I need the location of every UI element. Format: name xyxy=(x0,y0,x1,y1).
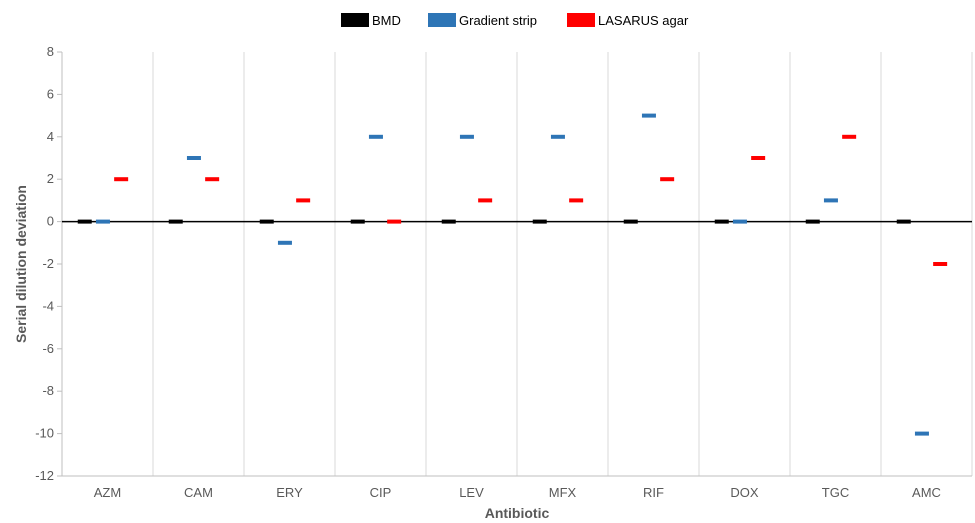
y-axis: -12 -10 -8 -6 -4 -2 0 2 4 6 8 xyxy=(35,44,63,483)
point-lasarus-agar-tgc xyxy=(842,134,857,139)
y-tick-label: 2 xyxy=(47,171,54,186)
x-tick-label: CIP xyxy=(370,485,392,500)
point-gradient-strip-ery xyxy=(277,240,292,245)
point-gradient-strip-dox xyxy=(732,219,747,224)
y-tick-label: 6 xyxy=(47,86,54,101)
point-gradient-strip-cip xyxy=(368,134,383,139)
x-axis-title: Antibiotic xyxy=(485,505,550,521)
y-tick-label: 0 xyxy=(47,214,54,229)
point-lasarus-agar-ery xyxy=(296,198,311,203)
legend-label: Gradient strip xyxy=(459,13,537,28)
legend: BMD Gradient strip LASARUS agar xyxy=(341,13,689,28)
point-bmd-ery xyxy=(259,219,274,224)
point-gradient-strip-tgc xyxy=(823,198,838,203)
legend-label: LASARUS agar xyxy=(598,13,689,28)
point-gradient-strip-mfx xyxy=(550,134,565,139)
point-bmd-tgc xyxy=(805,219,820,224)
x-tick-label: RIF xyxy=(643,485,664,500)
point-bmd-mfx xyxy=(532,219,547,224)
point-lasarus-agar-cam xyxy=(205,177,220,182)
x-axis: AZM CAM ERY CIP LEV MFX RIF DOX TGC AMC xyxy=(62,475,972,500)
point-bmd-azm xyxy=(77,219,92,224)
y-axis-title: Serial dilution deviation xyxy=(13,185,29,343)
point-gradient-strip-cam xyxy=(186,156,201,160)
y-tick-label: -10 xyxy=(35,426,54,441)
legend-swatch xyxy=(341,13,369,27)
point-bmd-dox xyxy=(714,219,729,224)
point-bmd-lev xyxy=(441,219,456,224)
point-lasarus-agar-lev xyxy=(478,198,493,203)
point-bmd-cip xyxy=(350,219,365,224)
x-tick-label: DOX xyxy=(730,485,759,500)
x-tick-label: AMC xyxy=(912,485,941,500)
legend-swatch xyxy=(428,13,456,27)
data-marks xyxy=(77,113,948,436)
y-tick-label: -12 xyxy=(35,468,54,483)
y-tick-label: 4 xyxy=(47,129,54,144)
point-bmd-rif xyxy=(623,219,638,224)
y-tick-label: -4 xyxy=(42,298,54,313)
point-gradient-strip-amc xyxy=(914,431,929,436)
point-lasarus-agar-cip xyxy=(387,219,402,224)
x-tick-label: CAM xyxy=(184,485,213,500)
point-gradient-strip-rif xyxy=(641,113,656,118)
y-tick-label: -6 xyxy=(42,341,54,356)
point-lasarus-agar-azm xyxy=(114,177,129,182)
x-tick-label: AZM xyxy=(94,485,121,500)
point-lasarus-agar-amc xyxy=(933,262,948,266)
x-tick-label: TGC xyxy=(822,485,849,500)
point-lasarus-agar-rif xyxy=(660,177,675,182)
y-tick-label: -8 xyxy=(42,383,54,398)
y-tick-label: -2 xyxy=(42,256,54,271)
y-tick-label: 8 xyxy=(47,44,54,59)
x-tick-label: LEV xyxy=(459,485,484,500)
x-tick-label: MFX xyxy=(549,485,577,500)
point-bmd-cam xyxy=(168,219,183,224)
vertical-gridlines xyxy=(152,52,973,476)
point-gradient-strip-lev xyxy=(459,134,474,139)
x-tick-label: ERY xyxy=(276,485,303,500)
legend-label: BMD xyxy=(372,13,401,28)
point-bmd-amc xyxy=(896,219,911,224)
point-lasarus-agar-mfx xyxy=(569,198,584,203)
point-gradient-strip-azm xyxy=(95,219,110,224)
point-lasarus-agar-dox xyxy=(751,156,766,160)
legend-swatch xyxy=(567,13,595,27)
